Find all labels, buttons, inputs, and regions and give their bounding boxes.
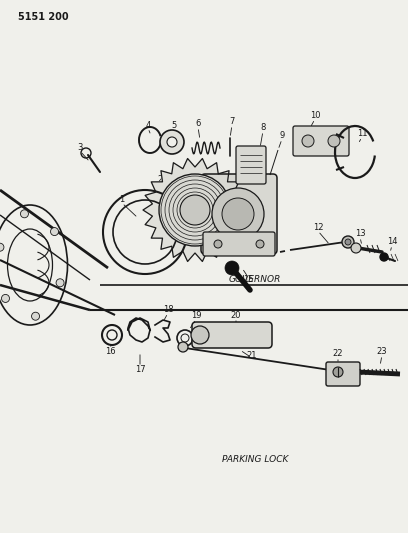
FancyBboxPatch shape	[236, 146, 266, 184]
Circle shape	[20, 210, 29, 218]
Text: 13: 13	[355, 230, 365, 238]
Text: 1: 1	[120, 196, 124, 205]
Text: 6: 6	[195, 119, 201, 128]
Text: 5: 5	[171, 122, 177, 131]
Text: 23: 23	[377, 348, 387, 357]
Circle shape	[167, 137, 177, 147]
Text: 2: 2	[157, 175, 163, 184]
Circle shape	[2, 294, 9, 302]
Text: 17: 17	[135, 366, 145, 375]
Circle shape	[333, 367, 343, 377]
FancyBboxPatch shape	[203, 232, 275, 256]
FancyBboxPatch shape	[201, 174, 277, 254]
Circle shape	[159, 174, 231, 246]
Text: 8: 8	[260, 124, 266, 133]
Text: 22: 22	[333, 350, 343, 359]
Circle shape	[351, 243, 361, 253]
Circle shape	[214, 240, 222, 248]
Circle shape	[380, 253, 388, 261]
Circle shape	[178, 342, 188, 352]
Text: 10: 10	[310, 111, 320, 120]
Text: 18: 18	[163, 305, 173, 314]
Circle shape	[51, 228, 58, 236]
Circle shape	[212, 188, 264, 240]
Text: 15: 15	[243, 276, 253, 285]
Text: PARKING LOCK: PARKING LOCK	[222, 456, 288, 464]
Circle shape	[191, 326, 209, 344]
Circle shape	[302, 135, 314, 147]
Text: 21: 21	[247, 351, 257, 359]
Text: 3: 3	[77, 143, 83, 152]
Text: GOVERNOR: GOVERNOR	[229, 276, 281, 285]
Polygon shape	[143, 158, 247, 262]
Text: 4: 4	[145, 120, 151, 130]
Text: 11: 11	[357, 130, 367, 139]
Circle shape	[345, 239, 351, 245]
Text: 7: 7	[229, 117, 235, 126]
Circle shape	[56, 279, 64, 287]
Text: 14: 14	[387, 238, 397, 246]
Circle shape	[256, 240, 264, 248]
Text: 12: 12	[313, 223, 323, 232]
Circle shape	[0, 243, 4, 251]
FancyBboxPatch shape	[326, 362, 360, 386]
Circle shape	[342, 236, 354, 248]
Text: 5151 200: 5151 200	[18, 12, 69, 22]
Text: 19: 19	[191, 311, 201, 320]
Circle shape	[180, 195, 210, 225]
Text: 20: 20	[231, 311, 241, 319]
Circle shape	[160, 130, 184, 154]
FancyBboxPatch shape	[293, 126, 349, 156]
Circle shape	[222, 198, 254, 230]
Circle shape	[328, 135, 340, 147]
FancyBboxPatch shape	[192, 322, 272, 348]
Circle shape	[31, 312, 40, 320]
Text: 16: 16	[105, 348, 115, 357]
Text: 9: 9	[279, 132, 285, 141]
Circle shape	[225, 261, 239, 275]
